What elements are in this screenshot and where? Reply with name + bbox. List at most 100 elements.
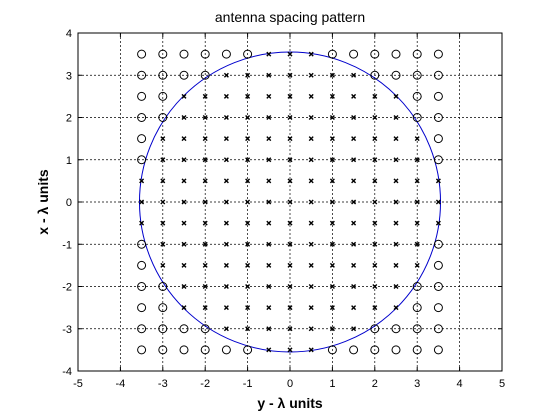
point-inside <box>266 93 272 99</box>
tick-label-x: -2 <box>200 378 210 390</box>
point-outside <box>158 49 168 59</box>
point-inside <box>160 157 166 163</box>
point-outside <box>158 324 168 334</box>
point-inside <box>245 72 251 78</box>
point-inside <box>329 93 335 99</box>
x-mark-stroke <box>329 326 335 332</box>
y-axis-label: x - λ units <box>35 169 51 235</box>
point-inside <box>139 220 145 226</box>
x-mark-stroke <box>245 178 251 184</box>
point-inside <box>372 199 378 205</box>
x-mark-stroke <box>202 241 208 247</box>
point-inside <box>435 220 441 226</box>
x-mark-stroke <box>223 157 229 163</box>
point-inside <box>287 199 293 205</box>
x-mark-stroke <box>287 262 293 268</box>
point-inside <box>245 326 251 332</box>
x-mark-stroke <box>308 326 314 332</box>
point-outside <box>433 282 443 291</box>
point-outside <box>391 70 401 80</box>
x-mark-stroke <box>202 178 208 184</box>
point-inside <box>329 241 335 247</box>
point-inside <box>245 115 251 120</box>
x-mark-stroke <box>223 199 229 205</box>
point-inside <box>287 220 293 226</box>
point-outside <box>137 70 147 80</box>
x-mark-stroke <box>245 93 251 99</box>
x-mark-stroke <box>287 241 293 247</box>
point-inside <box>329 220 335 226</box>
point-inside <box>308 347 314 353</box>
point-inside <box>393 262 399 268</box>
x-mark-stroke <box>181 262 187 268</box>
point-inside <box>202 157 208 163</box>
point-inside <box>393 284 399 289</box>
x-mark-stroke <box>266 51 272 57</box>
point-outside <box>433 239 443 249</box>
x-mark-stroke <box>266 220 272 226</box>
point-inside <box>266 178 272 184</box>
x-mark-stroke <box>351 305 357 311</box>
x-mark-stroke <box>308 136 314 142</box>
x-mark-stroke <box>287 115 293 120</box>
tick-label-y: -2 <box>62 282 72 294</box>
point-outside <box>433 303 443 313</box>
x-mark-stroke <box>351 157 357 163</box>
tick-label-y: -1 <box>62 239 72 251</box>
x-mark-stroke <box>181 93 187 99</box>
point-inside <box>202 262 208 268</box>
point-inside <box>435 178 441 184</box>
x-mark-stroke <box>435 220 441 226</box>
x-mark-stroke <box>393 178 399 184</box>
x-mark-stroke <box>287 51 293 57</box>
x-mark-stroke <box>351 72 357 78</box>
x-mark-stroke <box>393 262 399 268</box>
x-mark-stroke <box>329 305 335 311</box>
x-mark-stroke <box>223 284 229 289</box>
point-outside <box>327 345 337 355</box>
point-inside <box>308 326 314 332</box>
point-outside <box>137 134 147 144</box>
point-inside <box>245 199 251 205</box>
point-outside <box>137 91 147 101</box>
point-inside <box>245 93 251 99</box>
point-outside <box>243 345 253 355</box>
x-mark-stroke <box>308 199 314 205</box>
point-inside <box>181 284 187 289</box>
point-inside <box>308 241 314 247</box>
point-outside <box>391 49 401 59</box>
point-inside <box>266 199 272 205</box>
point-inside <box>160 262 166 268</box>
point-inside <box>393 178 399 184</box>
point-inside <box>202 284 208 289</box>
x-mark-stroke <box>372 93 378 99</box>
x-mark-stroke <box>287 72 293 78</box>
x-mark-stroke <box>351 93 357 99</box>
point-inside <box>351 262 357 268</box>
point-inside <box>414 199 420 205</box>
tick-label-x: -5 <box>73 378 83 390</box>
point-inside <box>329 326 335 332</box>
point-inside <box>329 178 335 184</box>
x-mark-stroke <box>393 136 399 142</box>
point-inside <box>223 305 229 311</box>
point-inside <box>245 157 251 163</box>
point-outside <box>391 345 401 355</box>
point-inside <box>245 262 251 268</box>
x-mark-stroke <box>372 241 378 247</box>
point-inside <box>351 178 357 184</box>
x-mark-stroke <box>435 178 441 184</box>
point-outside <box>137 260 147 270</box>
point-inside <box>329 262 335 268</box>
point-outside <box>137 155 147 165</box>
x-mark-stroke <box>329 220 335 226</box>
tick-label-x: -1 <box>243 378 253 390</box>
point-inside <box>287 241 293 247</box>
x-mark-stroke <box>372 284 378 289</box>
point-inside <box>287 326 293 332</box>
tick-label-y: 2 <box>66 113 72 125</box>
x-mark-stroke <box>287 347 293 353</box>
point-inside <box>372 284 378 289</box>
point-inside <box>414 136 420 142</box>
